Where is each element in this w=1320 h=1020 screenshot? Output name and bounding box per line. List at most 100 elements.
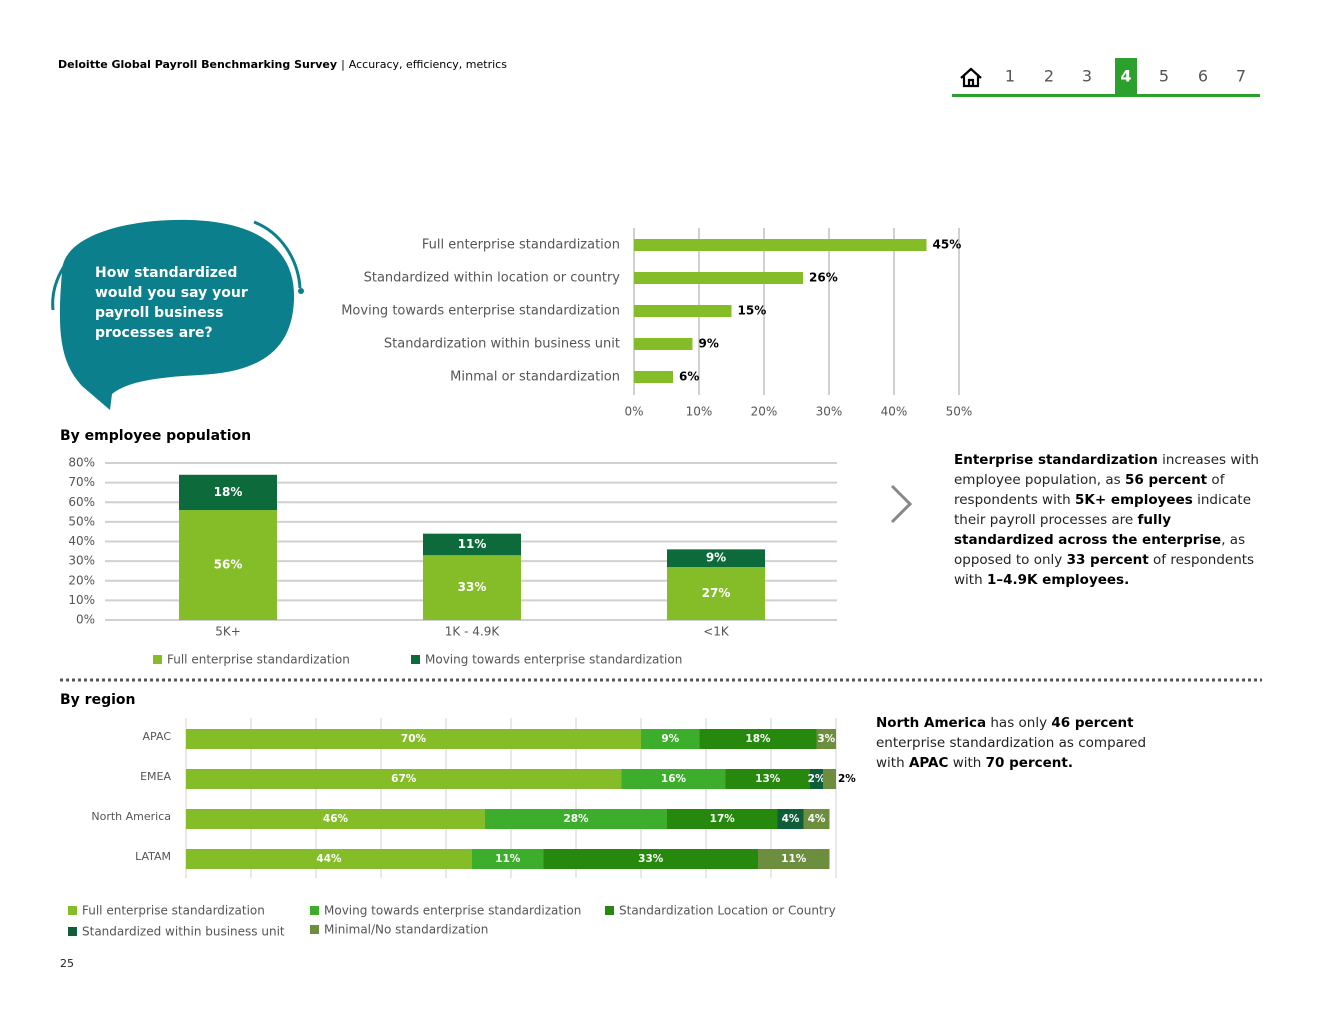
value-label: 9%: [706, 551, 726, 565]
nav-item[interactable]: 4: [1120, 67, 1131, 86]
insight: North America has only 46 percent enterp…: [876, 713, 1151, 773]
y-tick-label: 0%: [76, 613, 95, 627]
bar: [634, 371, 673, 383]
x-tick-label: 0%: [624, 405, 643, 419]
value-label: 44%: [316, 853, 342, 865]
nav-active: [1115, 58, 1137, 96]
header-separator: |: [341, 58, 345, 71]
value-label: 11%: [781, 853, 807, 865]
chart-title: By region: [60, 692, 135, 708]
y-tick-label: 30%: [68, 554, 95, 568]
y-tick-label: 10%: [68, 593, 95, 607]
category-label: Standardization within business unit: [384, 337, 620, 352]
insight: Enterprise standardization increases wit…: [954, 450, 1266, 590]
value-label: 33%: [458, 580, 487, 594]
value-label: 67%: [391, 773, 417, 785]
y-tick-label: 70%: [68, 475, 95, 489]
value-label: 18%: [214, 485, 243, 499]
bar-segment: [803, 809, 830, 829]
insight-text: indicate their payroll processes are: [954, 492, 1251, 528]
value-label: 33%: [638, 853, 664, 865]
value-label: 9%: [699, 337, 719, 351]
x-tick-label: <1K: [703, 625, 730, 639]
legend-label: Moving towards enterprise standardizatio…: [324, 904, 581, 918]
nav-item[interactable]: 7: [1236, 67, 1246, 86]
insight-text: 70 percent.: [985, 755, 1073, 771]
question: How standardized would you say your payr…: [95, 265, 248, 341]
y-tick-label: 80%: [68, 456, 95, 470]
y-tick-label: 60%: [68, 495, 95, 509]
category-label: EMEA: [140, 770, 171, 783]
value-label: 11%: [458, 537, 487, 551]
insight-text: enterprise standardization as compared w…: [876, 735, 1147, 771]
value-label: 6%: [679, 370, 699, 384]
bar: [634, 272, 803, 284]
value-label: 26%: [809, 271, 838, 285]
nav-item[interactable]: 5: [1159, 67, 1169, 86]
insight-text: , as opposed to only: [954, 532, 1246, 568]
insight-text: 56 percent: [1124, 472, 1208, 488]
value-label: 2%: [838, 773, 856, 785]
category-label: North America: [91, 810, 171, 823]
bar-segment: [472, 849, 544, 869]
bar-segment: [543, 849, 758, 869]
bar-segment: [186, 729, 641, 749]
home-icon[interactable]: [960, 67, 982, 88]
category-label: Moving towards enterprise standardizatio…: [341, 304, 620, 319]
nav-item[interactable]: 2: [1044, 67, 1054, 86]
legend-swatch: [411, 655, 420, 664]
category-label: APAC: [143, 730, 172, 743]
value-label: 2%: [808, 773, 826, 785]
value-label: 70%: [401, 733, 427, 745]
bar-segment: [485, 809, 667, 829]
x-tick-label: 5K+: [215, 625, 241, 639]
legend-label: Minimal/No standardization: [324, 923, 488, 937]
nav-item[interactable]: 6: [1198, 67, 1208, 86]
insight-text: APAC: [908, 755, 949, 771]
bar: [634, 338, 693, 350]
bar: [634, 239, 927, 251]
legend-swatch: [310, 925, 319, 934]
bar-segment: [186, 769, 622, 789]
value-label: 3%: [817, 733, 835, 745]
bar-segment: [621, 769, 726, 789]
value-label: 27%: [702, 586, 731, 600]
insight-text: of respondents with: [954, 472, 1225, 508]
insight-text: 5K+ employees: [1074, 492, 1193, 508]
y-tick-label: 40%: [68, 534, 95, 548]
category-label: Standardized within location or country: [364, 271, 621, 286]
legend-label: Standardization Location or Country: [619, 904, 836, 918]
x-tick-label: 1K - 4.9K: [445, 625, 501, 639]
legend-swatch: [153, 655, 162, 664]
y-tick-label: 50%: [68, 514, 95, 528]
x-tick-label: 10%: [686, 405, 713, 419]
value-label: 16%: [661, 773, 687, 785]
bar-segment: [423, 533, 521, 556]
bar-segment: [667, 809, 778, 829]
bar-segment: [667, 567, 765, 620]
value-label: 4%: [782, 813, 800, 825]
value-label: 28%: [563, 813, 589, 825]
category-label: Full enterprise standardization: [422, 238, 620, 253]
header-title: Deloitte Global Payroll Benchmarking Sur…: [58, 58, 337, 71]
bar-segment: [699, 729, 817, 749]
value-label: 45%: [933, 238, 962, 252]
insight-text: has only: [986, 715, 1052, 731]
nav-item[interactable]: 1: [1005, 67, 1015, 86]
bar-segment: [186, 809, 485, 829]
page-number: 25: [60, 957, 74, 970]
bar-segment: [179, 474, 277, 511]
bar-segment: [725, 769, 810, 789]
nav-item[interactable]: 3: [1082, 67, 1092, 86]
category-label: Minmal or standardization: [450, 370, 620, 385]
x-tick-label: 20%: [751, 405, 778, 419]
insight-text: Enterprise standardization: [954, 452, 1158, 468]
value-label: 13%: [755, 773, 781, 785]
legend-swatch: [68, 927, 77, 936]
legend-label: Moving towards enterprise standardizatio…: [425, 653, 682, 667]
legend-label: Standardized within business unit: [82, 925, 285, 939]
category-label: LATAM: [135, 850, 171, 863]
insight-text: 1–4.9K employees.: [986, 572, 1130, 588]
